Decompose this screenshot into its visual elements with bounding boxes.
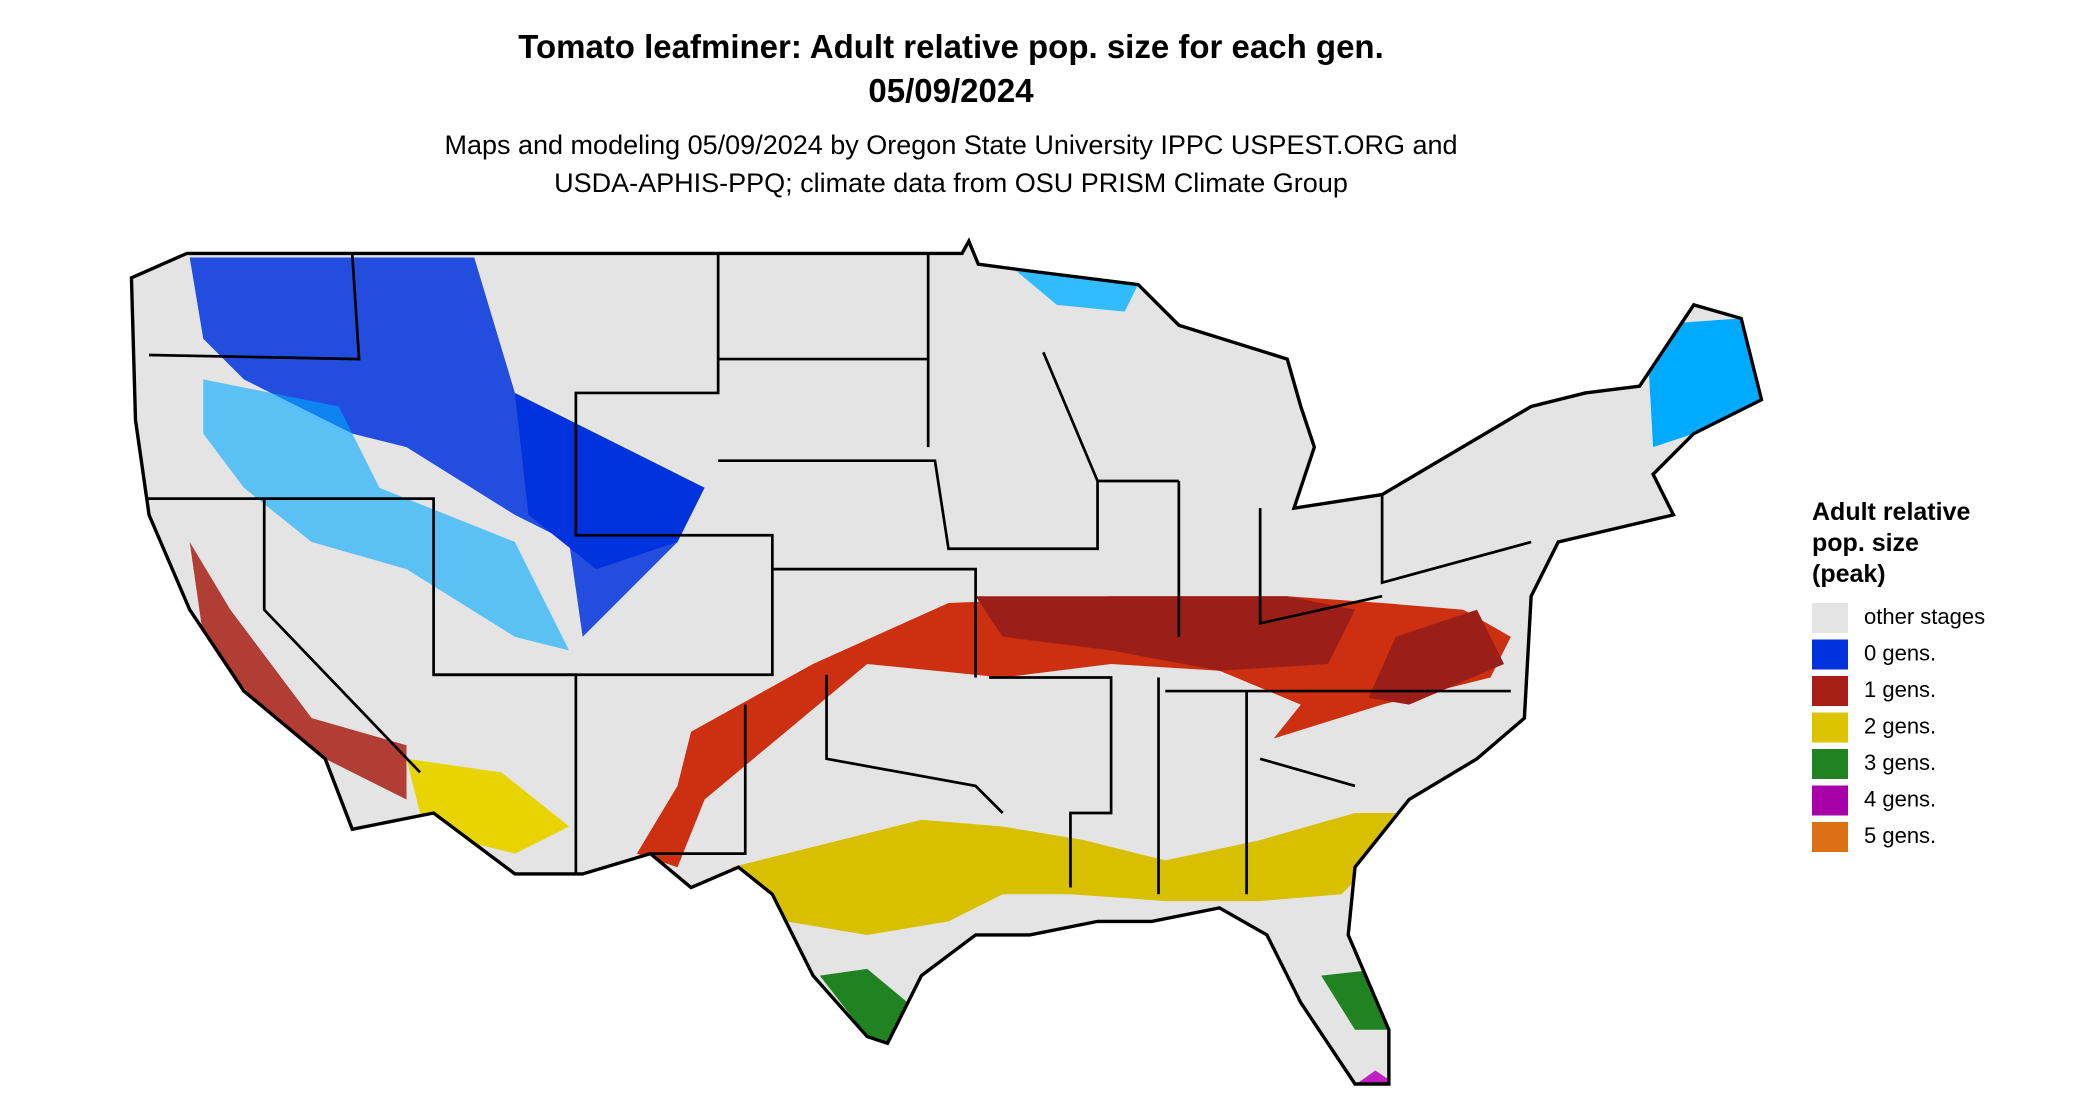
legend-swatch (1812, 676, 1848, 706)
legend-swatch (1812, 603, 1848, 633)
subtitle-line: USDA-APHIS-PPQ; climate data from OSU PR… (554, 168, 1348, 198)
legend-label: 5 gens. (1864, 823, 1936, 848)
legend-label: 4 gens. (1864, 786, 1936, 811)
legend-label: 3 gens. (1864, 750, 1936, 775)
legend-swatch (1812, 712, 1848, 743)
us-map (129, 237, 1764, 1086)
legend-label: 1 gens. (1864, 677, 1936, 702)
legend-swatch (1812, 822, 1848, 852)
legend-title: pop. size (1812, 529, 1919, 557)
legend-label: other stages (1864, 604, 1985, 629)
legend-swatch (1812, 785, 1848, 816)
legend-title: (peak) (1812, 560, 1886, 588)
legend: Adult relative pop. size (peak) other st… (1812, 498, 1985, 852)
legend-label: 0 gens. (1864, 640, 1936, 665)
title-line: 05/09/2024 (868, 72, 1034, 109)
legend-swatch (1812, 639, 1848, 670)
legend-label: 2 gens. (1864, 713, 1936, 738)
legend-swatch (1812, 749, 1848, 779)
legend-title: Adult relative (1812, 498, 1970, 526)
state-borders (129, 237, 1764, 1086)
subtitle-line: Maps and modeling 05/09/2024 by Oregon S… (444, 130, 1457, 160)
title-line: Tomato leafminer: Adult relative pop. si… (518, 28, 1384, 65)
